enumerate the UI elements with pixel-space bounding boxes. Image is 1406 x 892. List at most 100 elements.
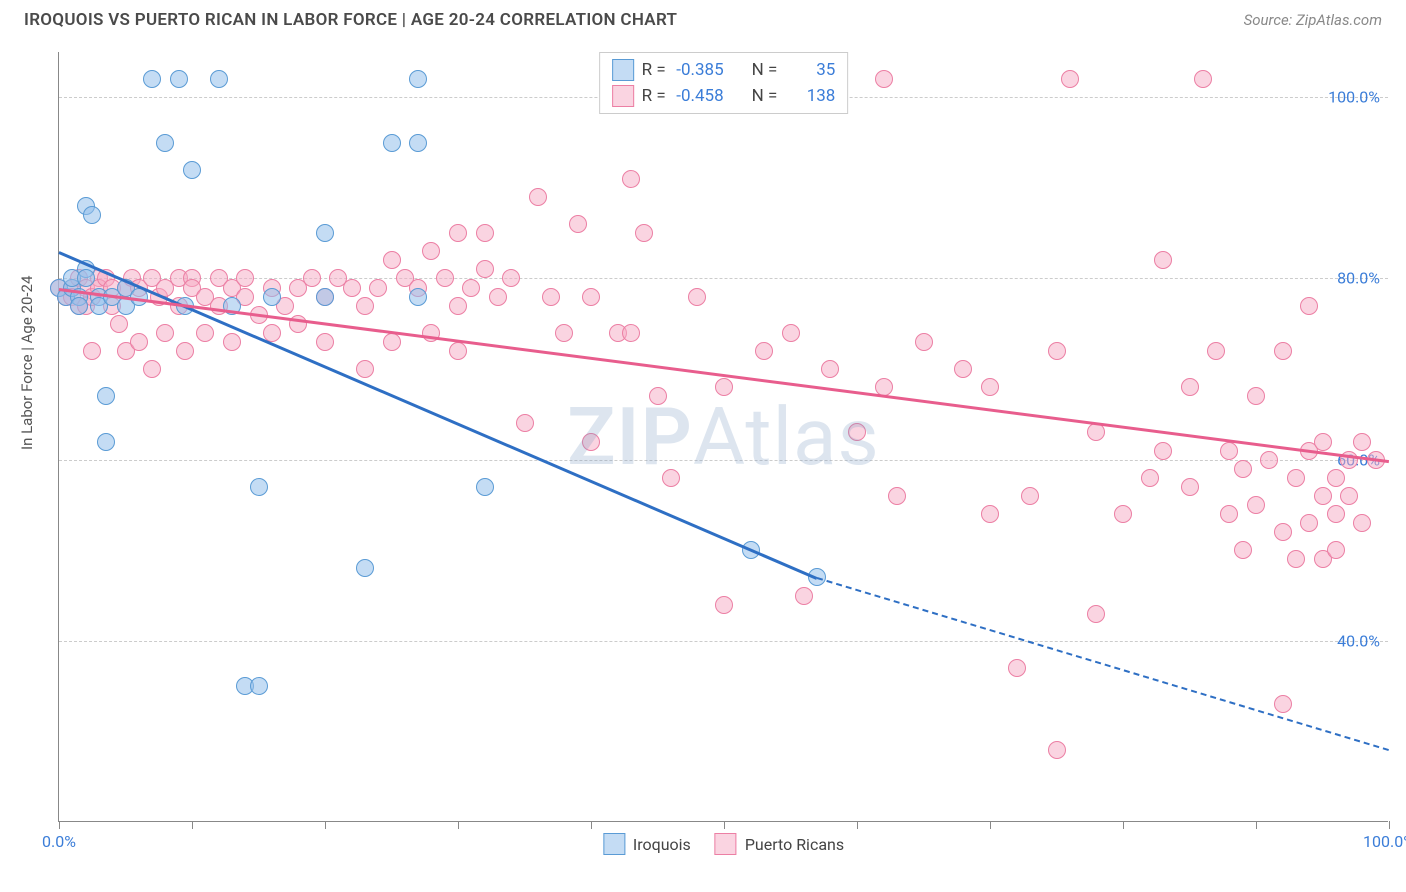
puerto-ricans-point [1274, 523, 1292, 541]
puerto-ricans-point [1327, 505, 1345, 523]
puerto-ricans-point [1087, 423, 1105, 441]
puerto-ricans-point [795, 587, 813, 605]
puerto-ricans-point [1247, 496, 1265, 514]
puerto-ricans-point [555, 324, 573, 342]
iroquois-point [97, 387, 115, 405]
iroquois-point [383, 134, 401, 152]
puerto-ricans-point [981, 378, 999, 396]
puerto-ricans-point [915, 333, 933, 351]
puerto-ricans-point [1220, 505, 1238, 523]
y-axis-title: In Labor Force | Age 20-24 [18, 276, 36, 450]
puerto-ricans-point [449, 342, 467, 360]
puerto-ricans-point [888, 487, 906, 505]
puerto-ricans-point [1008, 659, 1026, 677]
puerto-ricans-point [622, 170, 640, 188]
puerto-ricans-point [236, 269, 254, 287]
puerto-ricans-point [1327, 541, 1345, 559]
series-legend: Iroquois Puerto Ricans [603, 833, 844, 855]
puerto-ricans-point [196, 324, 214, 342]
x-tick [591, 821, 592, 829]
puerto-ricans-point [1234, 541, 1252, 559]
puerto-ricans-point [1287, 550, 1305, 568]
x-axis-label: 0.0% [42, 832, 76, 851]
puerto-ricans-point [223, 333, 241, 351]
puerto-ricans-point [782, 324, 800, 342]
puerto-ricans-point [1181, 478, 1199, 496]
puerto-ricans-point [622, 324, 640, 342]
puerto-ricans-point [875, 70, 893, 88]
puerto-ricans-point [848, 423, 866, 441]
puerto-ricans-point [582, 433, 600, 451]
iroquois-point [250, 677, 268, 695]
x-tick [59, 821, 60, 829]
iroquois-swatch-icon [612, 59, 634, 81]
puerto-ricans-point [1207, 342, 1225, 360]
iroquois-point [476, 478, 494, 496]
puerto-ricans-point [1114, 505, 1132, 523]
iroquois-point [409, 134, 427, 152]
x-tick [458, 821, 459, 829]
correlation-legend: R = -0.385 N = 35 R = -0.458 N = 138 [599, 52, 849, 114]
puerto-ricans-point [436, 269, 454, 287]
x-tick [1389, 821, 1390, 829]
puerto-ricans-point [489, 288, 507, 306]
scatter-chart: ZIPAtlas R = -0.385 N = 35 R = -0.458 N … [58, 52, 1388, 822]
iroquois-point [97, 433, 115, 451]
iroquois-point [183, 161, 201, 179]
puerto-ricans-point [649, 387, 667, 405]
puerto-ricans-point [343, 279, 361, 297]
iroquois-point [83, 206, 101, 224]
iroquois-point [77, 269, 95, 287]
puerto-ricans-point [143, 360, 161, 378]
puerto-ricans-point [476, 260, 494, 278]
iroquois-point [409, 288, 427, 306]
iroquois-point [316, 288, 334, 306]
puerto-ricans-point [83, 342, 101, 360]
puerto-ricans-point [1154, 251, 1172, 269]
puerto-ricans-point [1300, 297, 1318, 315]
puerto-ricans-point [1021, 487, 1039, 505]
x-axis-label: 100.0% [1363, 832, 1406, 851]
iroquois-swatch-icon [603, 833, 625, 855]
puerto-ricans-point [516, 414, 534, 432]
x-tick [192, 821, 193, 829]
puerto-ricans-point [383, 251, 401, 269]
chart-title: IROQUOIS VS PUERTO RICAN IN LABOR FORCE … [24, 10, 677, 30]
puerto-ricans-point [662, 469, 680, 487]
legend-item-iroquois: Iroquois [603, 833, 691, 855]
puerto-ricans-point [1314, 433, 1332, 451]
puerto-ricans-point [1087, 605, 1105, 623]
puerto-ricans-point [1048, 342, 1066, 360]
iroquois-trendline-extrapolated [817, 577, 1389, 751]
puerto-ricans-point [1234, 460, 1252, 478]
puerto-ricans-point [356, 360, 374, 378]
puerto-ricans-point [1300, 514, 1318, 532]
puerto-ricans-point [502, 269, 520, 287]
gridline [59, 460, 1388, 461]
puerto-ricans-point [1154, 442, 1172, 460]
puerto-ricans-point [1061, 70, 1079, 88]
puerto-ricans-point [1274, 342, 1292, 360]
iroquois-point [250, 478, 268, 496]
iroquois-point [170, 70, 188, 88]
x-tick [325, 821, 326, 829]
puerto-ricans-point [569, 215, 587, 233]
puerto-ricans-point [176, 342, 194, 360]
puerto-ricans-point [1260, 451, 1278, 469]
x-tick [1256, 821, 1257, 829]
puerto-ricans-point [303, 269, 321, 287]
puerto-ricans-point [316, 333, 334, 351]
puerto-ricans-point [582, 288, 600, 306]
puerto-ricans-point [1220, 442, 1238, 460]
legend-row-iroquois: R = -0.385 N = 35 [612, 57, 836, 83]
puerto-ricans-point [1314, 487, 1332, 505]
puerto-ricans-point [688, 288, 706, 306]
puerto-ricans-point [529, 188, 547, 206]
puerto-ricans-point [383, 333, 401, 351]
puerto-ricans-point [1141, 469, 1159, 487]
legend-row-puerto-ricans: R = -0.458 N = 138 [612, 83, 836, 109]
watermark: ZIPAtlas [567, 390, 880, 484]
puerto-ricans-point [130, 333, 148, 351]
puerto-ricans-point [1287, 469, 1305, 487]
puerto-ricans-point [954, 360, 972, 378]
